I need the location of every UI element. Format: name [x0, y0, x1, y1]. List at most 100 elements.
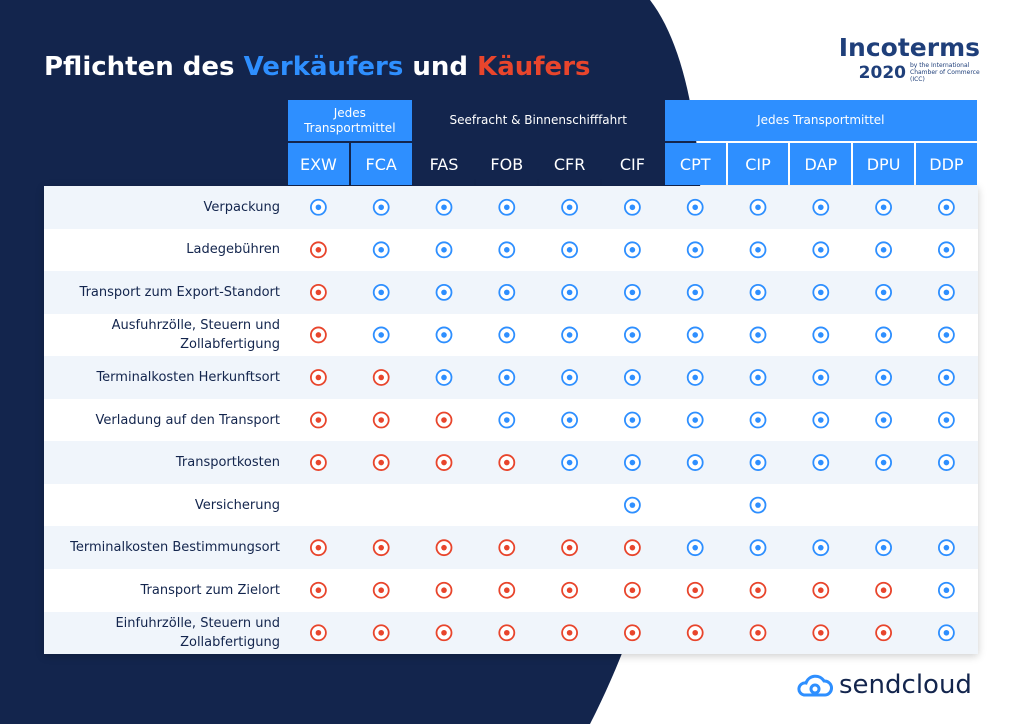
cell-icon [624, 454, 641, 471]
row-label: Transport zum Zielort [140, 582, 280, 598]
cell-icon [309, 539, 327, 557]
cell-icon [624, 326, 641, 344]
cell-icon [309, 283, 327, 301]
row-label: Ladegebühren [186, 242, 280, 258]
cell-icon [812, 326, 830, 344]
cell-icon [938, 241, 955, 259]
title-part: und [403, 52, 478, 82]
brand: sendcloud [839, 670, 972, 700]
cell-icon [435, 369, 453, 386]
cell-icon [938, 283, 955, 301]
cell-icon [812, 624, 830, 642]
cell-icon [749, 539, 767, 557]
cell-icon [561, 369, 578, 386]
cell-icon [938, 624, 955, 642]
cell-icon [624, 539, 641, 557]
column-header: CPT [664, 143, 726, 185]
title-part: Käufers [477, 52, 591, 82]
logo-year: 2020 [858, 62, 906, 83]
cell-icon [309, 454, 327, 471]
cell-icon [561, 326, 578, 344]
cell-icon [749, 411, 767, 429]
column-header: CIP [727, 143, 789, 185]
column-header: FCA [350, 143, 412, 185]
cell-icon [686, 283, 704, 301]
cell-icon [812, 581, 830, 599]
cell-icon [498, 581, 516, 599]
cell-icon [435, 241, 453, 259]
cell-icon [812, 454, 830, 471]
row-label: Einfuhrzölle, Steuern und Zollabfertigun… [115, 615, 280, 650]
cell-icon [749, 454, 767, 471]
row-label: Terminalkosten Herkunftsort [96, 369, 280, 385]
cell-icon [938, 369, 955, 386]
cell-icon [498, 539, 516, 557]
cell-icon [309, 624, 327, 642]
cell-icon [686, 411, 704, 429]
cell-icon [875, 326, 892, 344]
row-label: Verladung auf den Transport [95, 412, 280, 428]
cell-icon [812, 198, 830, 216]
cell-icon [561, 624, 578, 642]
column-header: CFR [539, 143, 600, 185]
cell-icon [309, 411, 327, 429]
cell-icon [686, 198, 704, 216]
cell-icon [624, 283, 641, 301]
cell-icon [875, 411, 892, 429]
cell-icon [749, 369, 767, 386]
cell-icon [812, 241, 830, 259]
cell-icon [875, 241, 892, 259]
cell-icon [435, 539, 453, 557]
cell-icon [561, 241, 578, 259]
cell-icon [749, 241, 767, 259]
column-header: DAP [790, 143, 852, 185]
cell-icon [372, 454, 390, 471]
column-header: CIF [602, 143, 663, 185]
cell-icon [686, 326, 704, 344]
cell-icon [561, 581, 578, 599]
column-header: DDP [916, 143, 977, 185]
cell-icon [686, 454, 704, 471]
cell-icon [561, 198, 578, 216]
cell-icon [372, 411, 390, 429]
group-header: Seefracht & Binnenschifffahrt [413, 100, 663, 141]
cell-icon [686, 369, 704, 386]
cell-icon [749, 283, 767, 301]
cell-icon [372, 198, 390, 216]
cell-icon [561, 411, 578, 429]
cell-icon [749, 326, 767, 344]
cell-icon [372, 369, 390, 386]
cell-icon [435, 326, 453, 344]
cell-icon [938, 411, 955, 429]
logo-subtitle: by the International Chamber of Commerce… [910, 62, 980, 83]
cell-icon [498, 624, 516, 642]
cell-icon [435, 454, 453, 471]
row-label: Ausfuhrzölle, Steuern und Zollabfertigun… [111, 317, 280, 352]
cell-icon [812, 369, 830, 386]
column-header: DPU [853, 143, 914, 185]
cell-icon [624, 369, 641, 386]
cell-icon [875, 198, 892, 216]
cell-icon [875, 581, 892, 599]
cell-icon [749, 581, 767, 599]
cell-icon [435, 198, 453, 216]
title-part: Pflichten des [44, 52, 244, 82]
cell-icon [938, 581, 955, 599]
cell-icon [498, 369, 516, 386]
cell-icon [435, 283, 453, 301]
cell-icon [498, 326, 516, 344]
column-header: EXW [288, 143, 349, 185]
row-label: Transport zum Export-Standort [79, 284, 280, 300]
cell-icon [309, 198, 327, 216]
cell-icon [372, 326, 390, 344]
title-part: Verkäufers [243, 52, 404, 82]
cell-icon [372, 539, 390, 557]
cell-icon [875, 454, 892, 471]
cell-icon [372, 241, 390, 259]
cloud-icon [797, 674, 833, 697]
cell-icon [686, 624, 704, 642]
cell-icon [309, 326, 327, 344]
logo-name: Incoterms [838, 33, 980, 62]
cell-icon [624, 496, 641, 514]
